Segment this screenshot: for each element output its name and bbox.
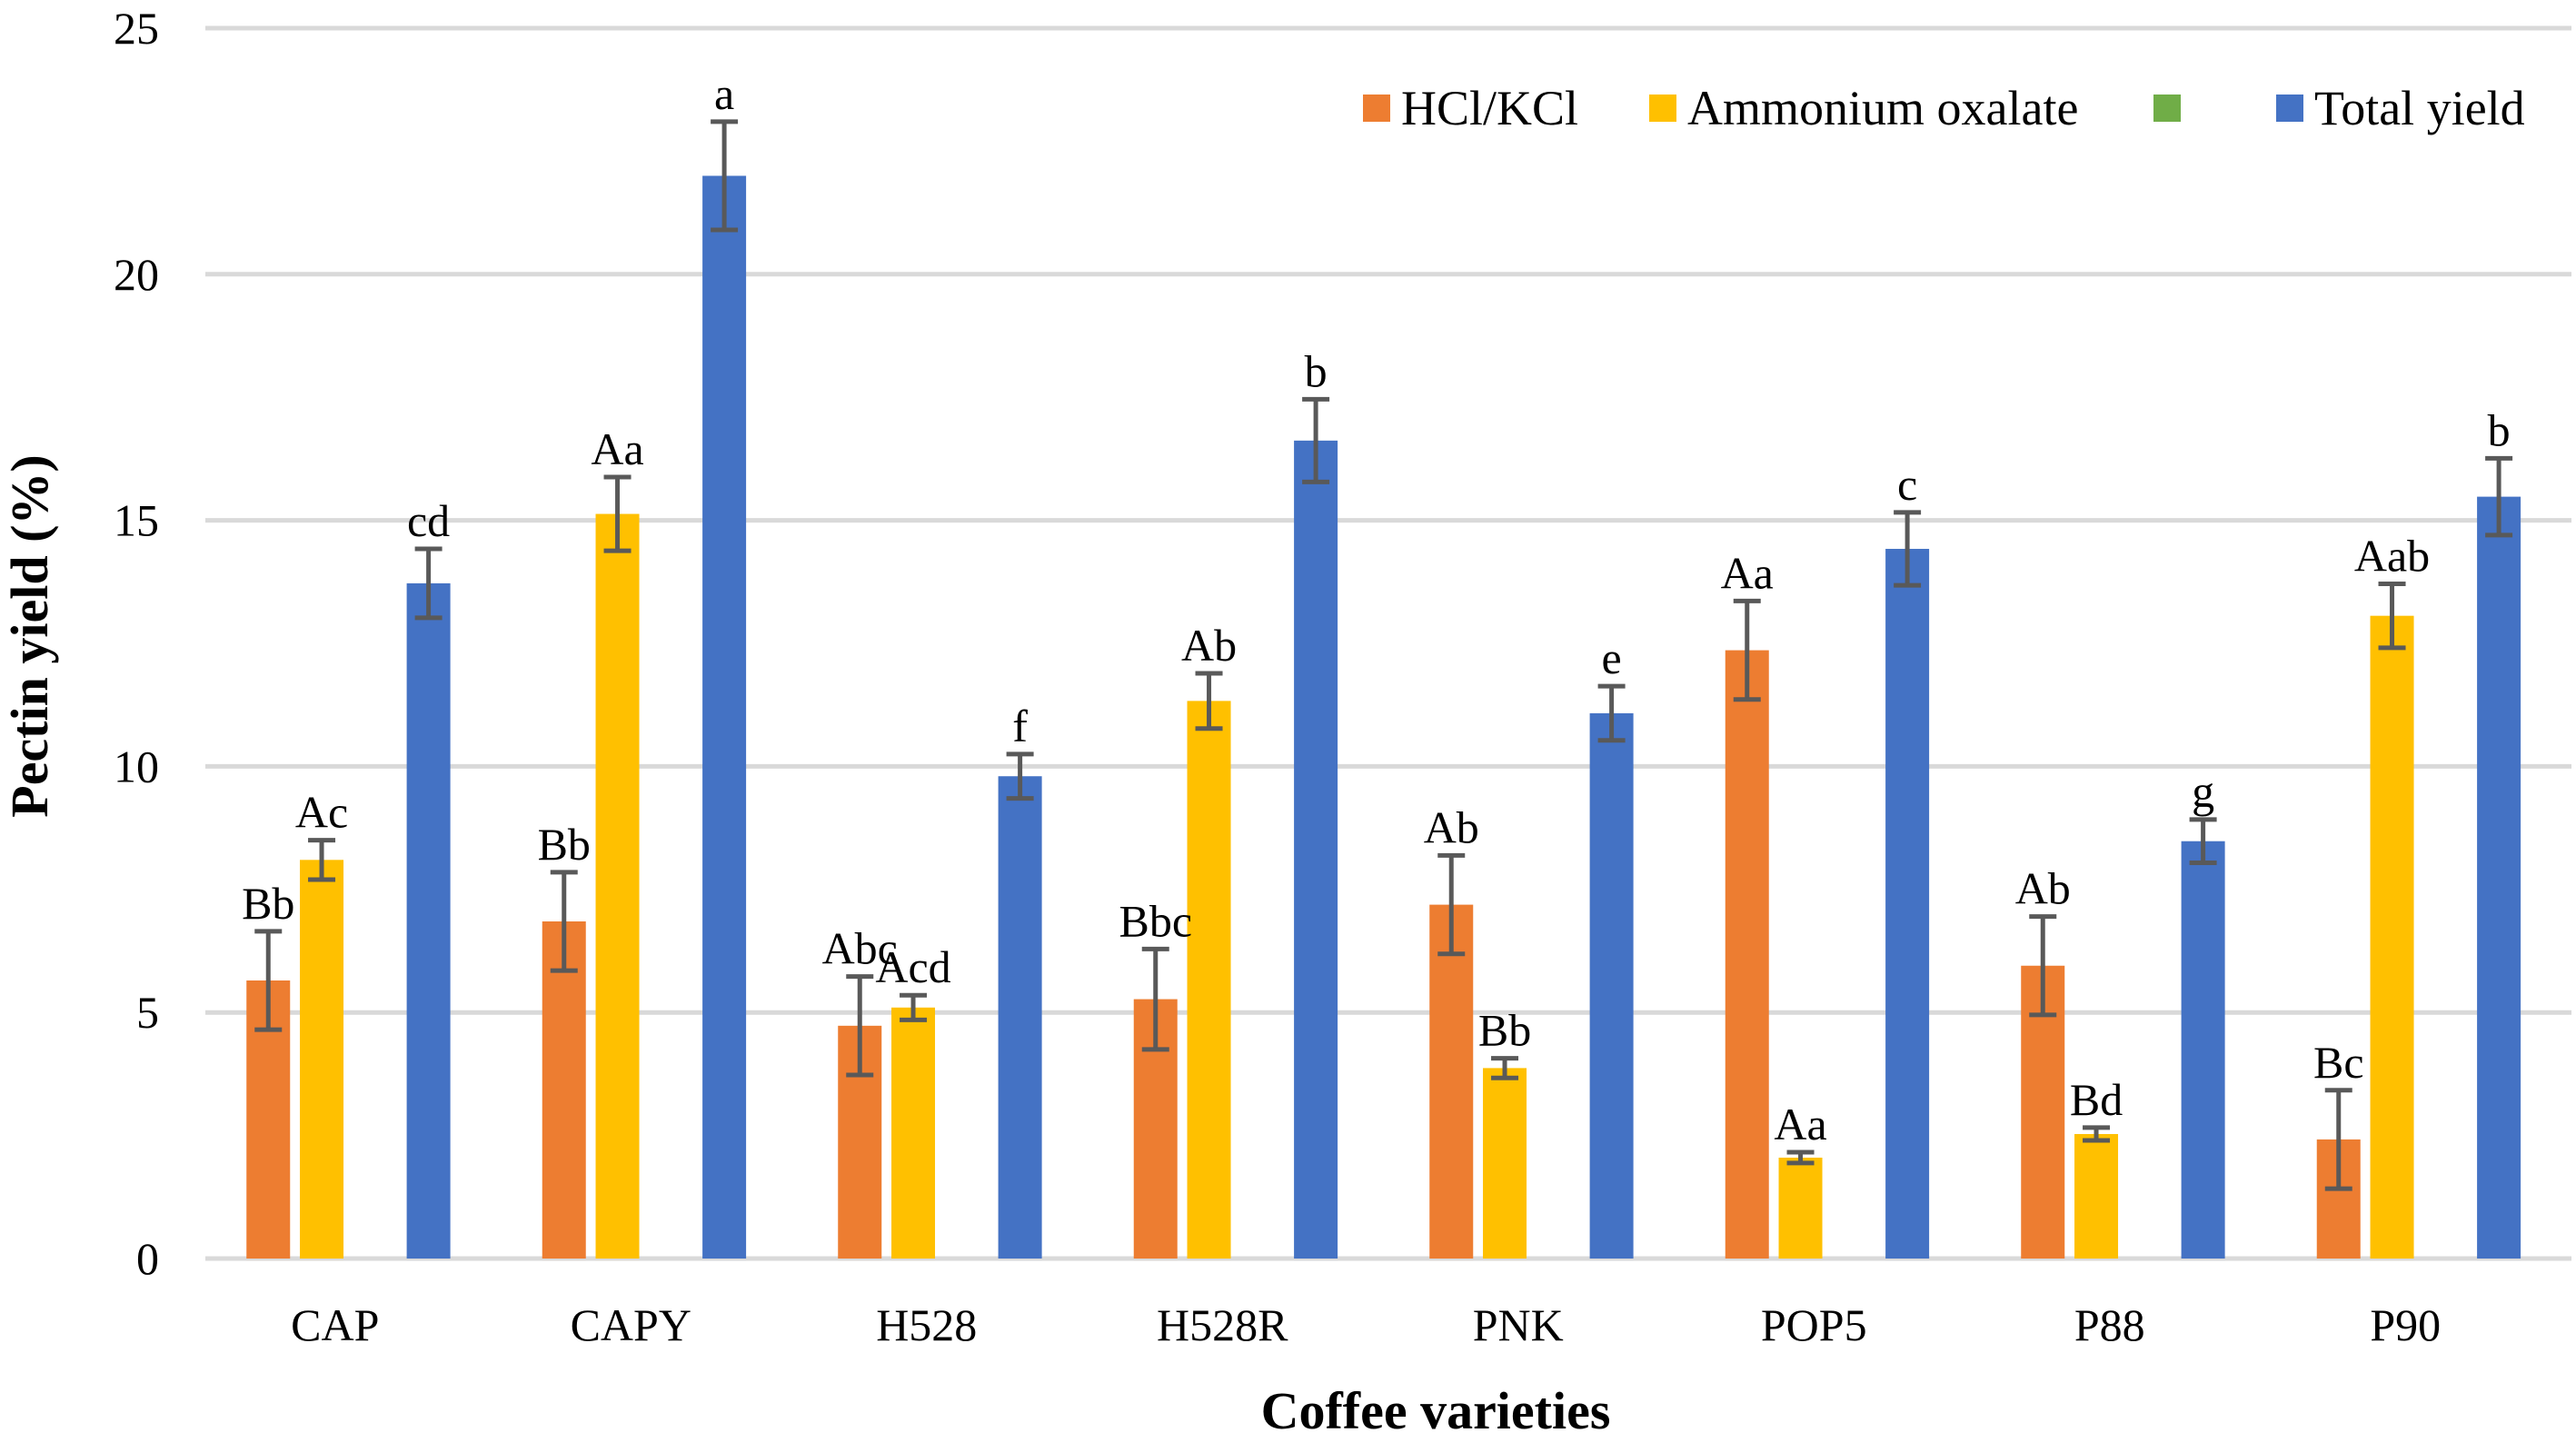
significance-label: Aab (2354, 530, 2430, 581)
x-tick-label: POP5 (1761, 1299, 1867, 1350)
x-tick-label: PNK (1473, 1299, 1564, 1350)
bar-hcl-kcl-pop5 (1725, 650, 1769, 1259)
significance-label: f (1012, 701, 1028, 751)
error-bar (1141, 946, 1169, 1052)
significance-label: Ab (1181, 620, 1237, 671)
error-bar (1006, 751, 1034, 801)
x-tick-label: H528R (1157, 1299, 1288, 1350)
legend-swatch (1649, 95, 1676, 122)
significance-label: e (1601, 632, 1621, 683)
bar-hcl-kcl-pnk (1429, 904, 1474, 1259)
error-bar (846, 974, 874, 1078)
significance-label: Abc (822, 923, 898, 974)
significance-label: Aa (1774, 1099, 1826, 1149)
y-tick-label: 20 (114, 249, 159, 300)
legend-swatch (2276, 95, 2303, 122)
x-tick-label: CAPY (571, 1299, 691, 1350)
x-tick-labels: CAP CAPY H528 H528R PNK POP5 P88 P90 (291, 1299, 2441, 1350)
bar-total-yield-h528 (998, 776, 1042, 1259)
significance-label: Ab (1424, 801, 1479, 852)
x-tick-label: CAP (291, 1299, 379, 1350)
significance-label: Bc (2313, 1037, 2364, 1088)
error-bar (1894, 510, 1922, 588)
significance-label: Bd (2070, 1074, 2123, 1125)
x-tick-label: H528 (876, 1299, 977, 1350)
error-bar (2083, 1125, 2111, 1143)
bar-ammonium-oxalate-h528r (1187, 701, 1231, 1259)
error-bar (1597, 683, 1626, 743)
significance-label: Aa (1721, 547, 1774, 598)
significance-label: Bb (242, 878, 294, 929)
data-labels: BbAccdBbAaaAbcAcdfBbcAbbAbBbeAaAacAbBdgB… (242, 68, 2511, 1149)
significance-label: Ab (2015, 863, 2071, 914)
legend-label: Total yield (2314, 81, 2525, 135)
error-bar (603, 474, 632, 553)
significance-label: Ac (295, 787, 348, 838)
bar-total-yield-capy (702, 175, 747, 1259)
error-bar (2189, 817, 2217, 866)
y-tick-label: 15 (114, 495, 159, 546)
x-tick-label: P90 (2370, 1299, 2441, 1350)
bar-total-yield-p90 (2477, 496, 2521, 1259)
error-bar (1437, 852, 1466, 957)
y-tick-label: 0 (136, 1233, 159, 1284)
error-bar (1786, 1149, 1815, 1166)
y-axis-title: Pectin yield (%) (0, 454, 59, 817)
error-bar (900, 992, 928, 1022)
error-bar (1195, 671, 1223, 731)
bar-ammonium-oxalate-cap (300, 860, 344, 1259)
y-tick-label: 25 (114, 3, 159, 54)
legend-label: HCl/KCl (1401, 81, 1578, 135)
error-bars (254, 119, 2513, 1191)
significance-label: Bb (1478, 1005, 1531, 1056)
error-bar (2324, 1088, 2352, 1191)
bar-ammonium-oxalate-pnk (1483, 1068, 1527, 1259)
significance-label: a (714, 68, 734, 119)
bar-total-yield-pnk (1589, 712, 1634, 1259)
error-bar (2485, 455, 2513, 538)
significance-label: b (2488, 404, 2511, 455)
legend-label: Ammonium oxalate (1687, 81, 2078, 135)
y-tick-label: 5 (136, 987, 159, 1038)
bar-ammonium-oxalate-p88 (2074, 1133, 2119, 1259)
bar-total-yield-cap (406, 582, 451, 1259)
significance-label: c (1897, 459, 1917, 510)
error-bar (414, 546, 443, 621)
bar-ammonium-oxalate-pop5 (1778, 1157, 1823, 1259)
bar-ammonium-oxalate-capy (595, 513, 640, 1259)
y-tick-labels: 0 5 10 15 20 25 (114, 3, 159, 1284)
bar-ammonium-oxalate-p90 (2370, 615, 2414, 1259)
significance-label: b (1305, 345, 1328, 396)
bar-ammonium-oxalate-h528 (891, 1007, 936, 1259)
error-bar (308, 838, 336, 882)
error-bar (254, 929, 283, 1032)
bar-total-yield-p88 (2181, 841, 2225, 1259)
error-bar (550, 870, 578, 973)
error-bar (2029, 914, 2057, 1018)
significance-label: Aa (591, 423, 643, 474)
legend-swatch (2153, 95, 2181, 122)
bars (246, 175, 2521, 1259)
significance-label: Bbc (1119, 895, 1192, 946)
error-bar (1302, 396, 1330, 484)
error-bar (711, 119, 739, 233)
error-bar (2378, 581, 2406, 651)
bar-total-yield-h528r (1294, 440, 1338, 1259)
significance-label: cd (407, 495, 450, 546)
x-tick-label: P88 (2074, 1299, 2145, 1350)
error-bar (1733, 598, 1761, 702)
bar-total-yield-pop5 (1885, 549, 1930, 1259)
legend-swatch (1363, 95, 1390, 122)
y-tick-label: 10 (114, 741, 159, 791)
significance-label: g (2192, 766, 2214, 817)
error-bar (1491, 1056, 1519, 1080)
bar-hcl-kcl-capy (542, 921, 586, 1259)
significance-label: Acd (875, 941, 950, 992)
significance-label: Bb (538, 819, 591, 870)
legend: HCl/KCl Ammonium oxalate Total yield (1363, 81, 2525, 135)
x-axis-title: Coffee varieties (1261, 1381, 1611, 1440)
